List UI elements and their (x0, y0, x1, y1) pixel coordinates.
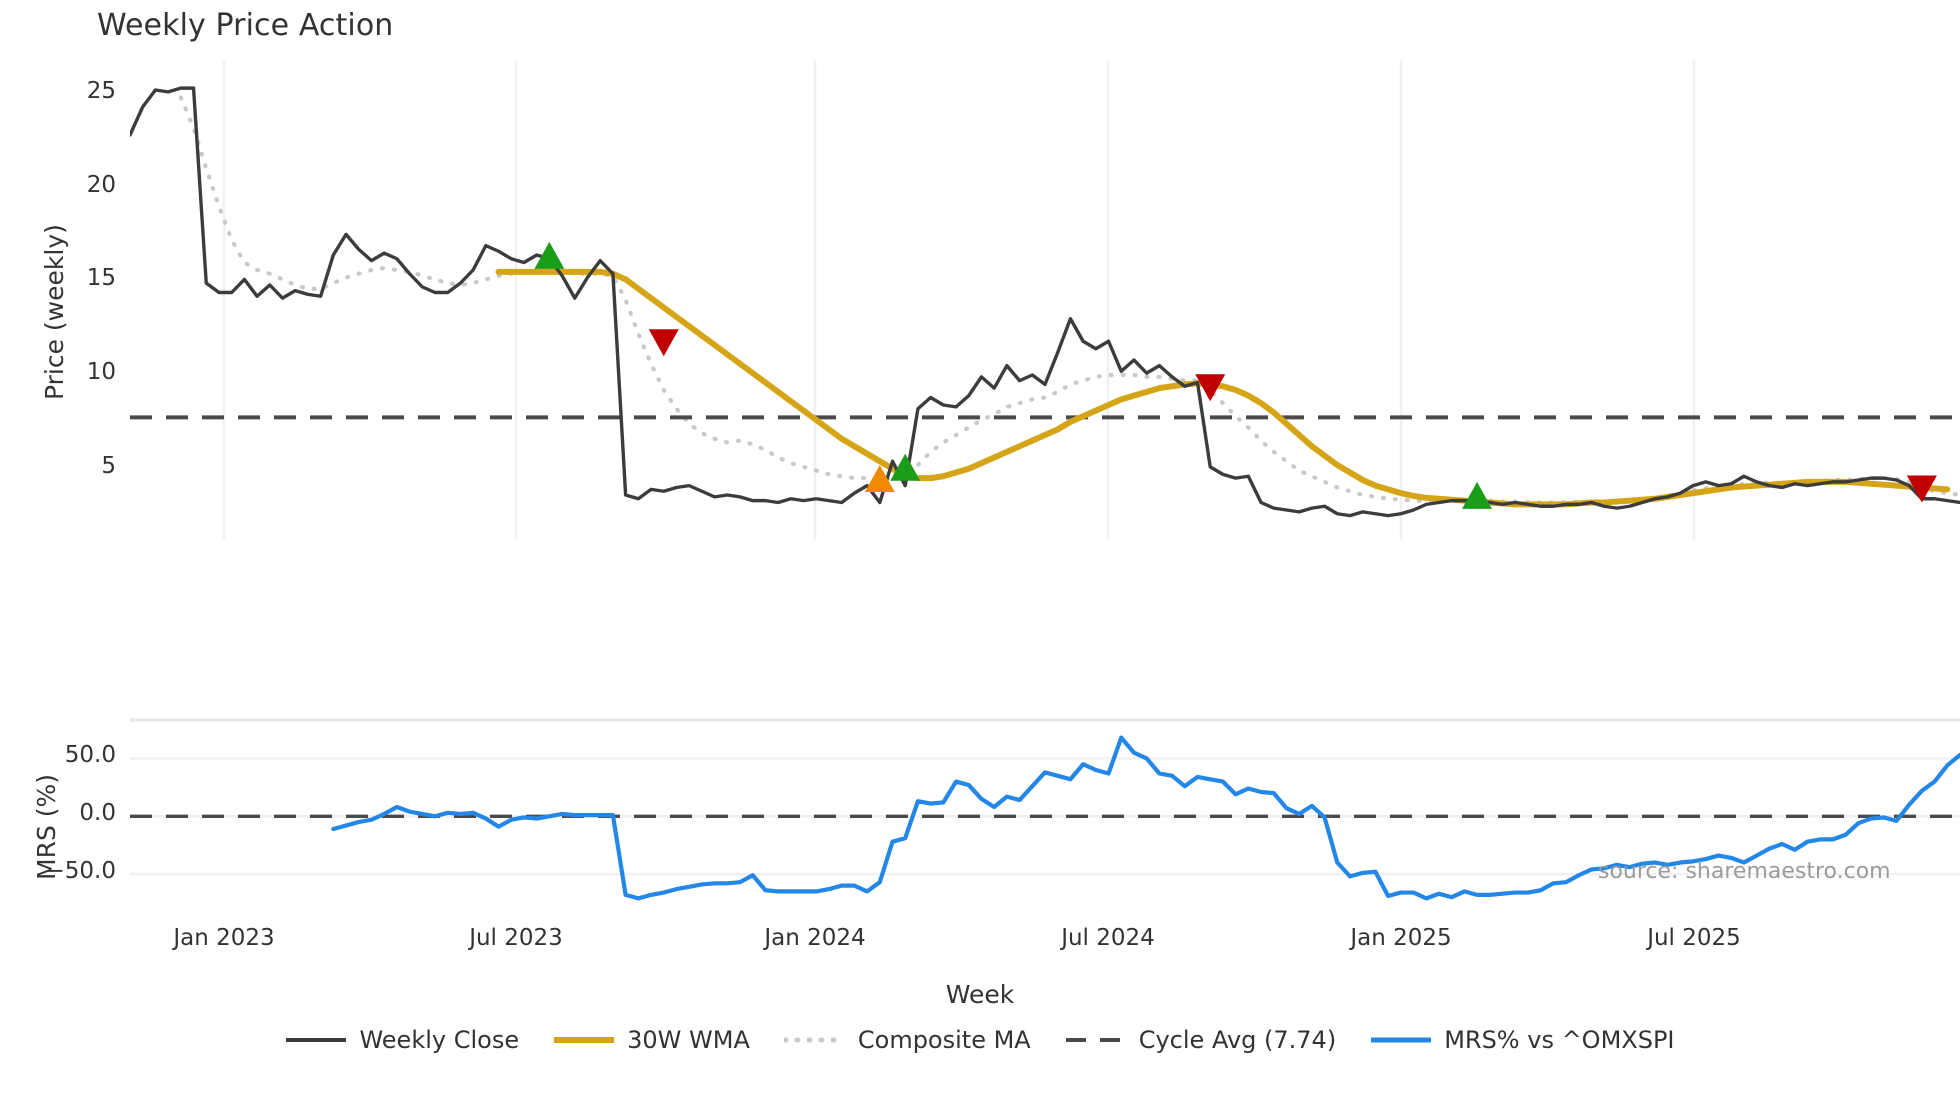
x-tick-4: Jan 2025 (1350, 925, 1452, 951)
mrs-panel-plot (130, 718, 1960, 901)
marker-buy-3 (890, 453, 921, 481)
marker-entry-2 (864, 465, 895, 492)
legend-swatch-icon (553, 1029, 615, 1051)
marker-sell-6 (1906, 475, 1937, 503)
series-line-composite-ma (178, 95, 1960, 505)
legend-swatch-icon (1370, 1029, 1432, 1051)
legend-entry-4[interactable]: MRS% vs ^OMXSPI (1370, 1026, 1675, 1054)
legend-label: MRS% vs ^OMXSPI (1444, 1026, 1675, 1054)
marker-sell-4 (1195, 374, 1226, 402)
marker-sell-1 (648, 329, 679, 357)
x-axis-label: Week (945, 980, 1015, 1009)
legend-label: Composite MA (857, 1026, 1031, 1054)
legend-swatch-icon (783, 1029, 846, 1051)
legend-label: Cycle Avg (7.74) (1138, 1026, 1337, 1054)
marker-buy-5 (1462, 481, 1493, 509)
marker-buy-0 (534, 241, 565, 269)
price-panel-plot (130, 60, 1960, 540)
x-tick-0: Jan 2023 (173, 925, 275, 951)
mrs-y-tick-2: 50.0 (64, 742, 116, 769)
series-line-30w-wma (495, 268, 1951, 508)
mrs-y-tick-1: 0.0 (79, 800, 116, 827)
source-note: source: sharemaestro.com (1598, 859, 1891, 884)
x-tick-2: Jan 2024 (764, 925, 866, 951)
mrs-y-tick-0: −50.0 (45, 858, 116, 885)
x-tick-1: Jul 2023 (469, 925, 563, 951)
legend-entry-3[interactable]: Cycle Avg (7.74) (1065, 1026, 1336, 1054)
price-y-tick-2: 15 (86, 265, 116, 292)
legend-entry-0[interactable]: Weekly Close (285, 1026, 519, 1054)
x-tick-3: Jul 2024 (1061, 925, 1155, 951)
price-y-tick-1: 10 (86, 359, 116, 385)
chart-title: Weekly Price Action (97, 8, 394, 43)
price-y-tick-0: 5 (101, 452, 116, 479)
legend-swatch-icon (285, 1029, 347, 1051)
legend-entry-2[interactable]: Composite MA (783, 1026, 1031, 1054)
legend-label: Weekly Close (359, 1026, 520, 1054)
price-y-tick-3: 20 (86, 171, 116, 198)
x-tick-5: Jul 2025 (1647, 925, 1741, 951)
legend-swatch-icon (1065, 1029, 1127, 1051)
legend-entry-1[interactable]: 30W WMA (553, 1026, 750, 1054)
price-y-tick-4: 25 (86, 77, 116, 104)
series-line-weekly-close (130, 86, 1960, 518)
series-line-mrs-vs-omxspi (331, 735, 1960, 901)
chart-legend: Weekly Close 30W WMA Composite MA Cycle Avg… (0, 1026, 1960, 1054)
legend-label: 30W WMA (627, 1026, 750, 1054)
